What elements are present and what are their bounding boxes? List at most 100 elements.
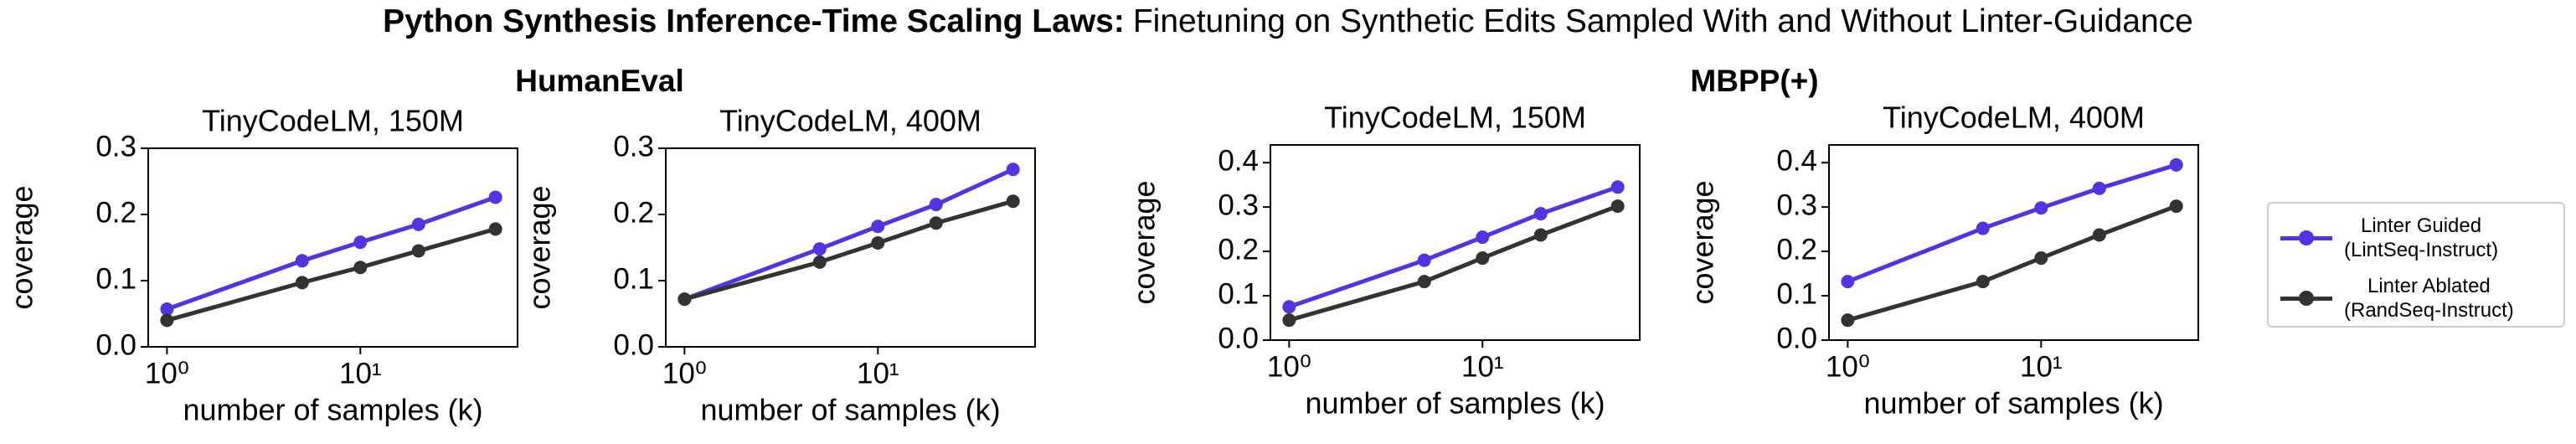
point bbox=[411, 217, 425, 231]
y-axis-label: coverage bbox=[1686, 180, 1720, 304]
y-tick-label: 0.0 bbox=[1218, 322, 1259, 354]
legend: Linter Guided (LintSeq-Instruct) Linter A… bbox=[2267, 202, 2565, 328]
point bbox=[812, 242, 827, 256]
y-tick-label: 0.1 bbox=[1218, 277, 1259, 310]
y-tick-label: 0.1 bbox=[613, 262, 654, 295]
y-tick-label: 0.2 bbox=[1218, 233, 1259, 266]
point bbox=[1841, 313, 1855, 328]
x-tick-label: 10¹ bbox=[1461, 350, 1504, 383]
group-title: HumanEval bbox=[515, 64, 684, 98]
x-axis-label: number of samples (k) bbox=[1305, 386, 1605, 421]
x-axis-label: number of samples (k) bbox=[1863, 386, 2163, 421]
point bbox=[2092, 228, 2106, 242]
point bbox=[871, 219, 885, 234]
y-tick-label: 0.4 bbox=[1776, 144, 1817, 177]
point bbox=[677, 292, 692, 307]
point bbox=[1006, 163, 1020, 177]
x-tick-label: 10⁰ bbox=[145, 357, 189, 390]
plot-frame bbox=[665, 147, 1036, 348]
point bbox=[353, 261, 368, 275]
point bbox=[353, 235, 368, 250]
series-line bbox=[683, 168, 1014, 302]
x-axis-label: number of samples (k) bbox=[183, 393, 482, 427]
y-tick-label: 0.0 bbox=[613, 328, 654, 361]
point bbox=[929, 216, 943, 230]
title-bold: Python Synthesis Inference-Time Scaling … bbox=[383, 3, 1125, 39]
point bbox=[1417, 275, 1431, 289]
point bbox=[929, 198, 943, 212]
point bbox=[812, 255, 827, 269]
point bbox=[411, 244, 425, 258]
point bbox=[1976, 275, 1990, 289]
figure-title: Python Synthesis Inference-Time Scaling … bbox=[383, 3, 2193, 39]
point bbox=[295, 254, 309, 268]
point bbox=[295, 276, 309, 290]
y-tick-label: 0.3 bbox=[1218, 188, 1259, 221]
y-axis-label: coverage bbox=[1127, 180, 1162, 304]
point bbox=[2169, 157, 2183, 172]
series-line bbox=[1288, 184, 1619, 309]
title-rest: Finetuning on Synthetic Edits Sampled Wi… bbox=[1133, 3, 2193, 39]
point bbox=[1417, 253, 1431, 267]
point bbox=[1976, 221, 1990, 235]
legend-label: Linter Ablated (RandSeq-Instruct) bbox=[2344, 275, 2514, 322]
y-axis-label: coverage bbox=[523, 185, 557, 309]
series-line bbox=[166, 226, 497, 323]
y-tick-label: 0.3 bbox=[613, 130, 654, 163]
y-tick-label: 0.3 bbox=[95, 130, 137, 163]
point bbox=[488, 222, 502, 236]
point bbox=[160, 313, 174, 328]
y-tick-label: 0.0 bbox=[95, 328, 137, 361]
x-tick-label: 10⁰ bbox=[1826, 350, 1870, 383]
point bbox=[1282, 300, 1296, 314]
y-axis-label: coverage bbox=[5, 185, 39, 309]
plot-frame bbox=[147, 147, 518, 348]
legend-entry: Linter Guided (LintSeq-Instruct) bbox=[2269, 209, 2563, 267]
subplot-title: TinyCodeLM, 150M bbox=[1324, 101, 1586, 135]
x-tick-label: 10¹ bbox=[2020, 350, 2063, 383]
y-tick-label: 0.1 bbox=[1776, 277, 1817, 310]
point bbox=[2169, 199, 2183, 214]
point bbox=[1282, 313, 1296, 328]
point bbox=[1610, 199, 1625, 214]
series-line bbox=[166, 195, 497, 312]
point bbox=[1841, 275, 1855, 289]
y-tick-label: 0.1 bbox=[95, 262, 137, 295]
y-tick-label: 0.2 bbox=[1776, 233, 1817, 266]
point bbox=[2092, 181, 2106, 195]
subplot-title: TinyCodeLM, 400M bbox=[719, 104, 981, 138]
point bbox=[2034, 251, 2048, 266]
group-title: MBPP(+) bbox=[1690, 64, 1818, 98]
y-tick-label: 0.3 bbox=[1776, 188, 1817, 221]
series-line bbox=[683, 199, 1014, 302]
x-axis-label: number of samples (k) bbox=[700, 393, 1000, 427]
point bbox=[871, 235, 885, 250]
x-tick-label: 10¹ bbox=[339, 357, 382, 390]
y-tick-label: 0.0 bbox=[1776, 322, 1817, 354]
y-tick-label: 0.4 bbox=[1218, 144, 1259, 177]
subplot-title: TinyCodeLM, 400M bbox=[1883, 101, 2145, 135]
plot-frame bbox=[1828, 144, 2199, 341]
point bbox=[1006, 194, 1020, 209]
y-tick-label: 0.2 bbox=[95, 196, 137, 229]
legend-entry: Linter Ablated (RandSeq-Instruct) bbox=[2269, 269, 2563, 328]
x-tick-label: 10⁰ bbox=[662, 357, 707, 390]
subplot-title: TinyCodeLM, 150M bbox=[202, 104, 464, 138]
point bbox=[2034, 201, 2048, 215]
legend-label: Linter Guided (LintSeq-Instruct) bbox=[2344, 214, 2499, 261]
point bbox=[1533, 207, 1548, 221]
point bbox=[1476, 230, 1490, 245]
legend-marker bbox=[2299, 230, 2314, 245]
series-line bbox=[1288, 204, 1619, 323]
point bbox=[1610, 180, 1625, 194]
x-tick-label: 10¹ bbox=[857, 357, 899, 390]
x-tick-label: 10⁰ bbox=[1267, 350, 1311, 383]
point bbox=[488, 190, 502, 204]
legend-marker bbox=[2299, 291, 2314, 306]
y-tick-label: 0.2 bbox=[613, 196, 654, 229]
plot-frame bbox=[1270, 144, 1641, 341]
point bbox=[1533, 228, 1548, 242]
point bbox=[1476, 251, 1490, 266]
